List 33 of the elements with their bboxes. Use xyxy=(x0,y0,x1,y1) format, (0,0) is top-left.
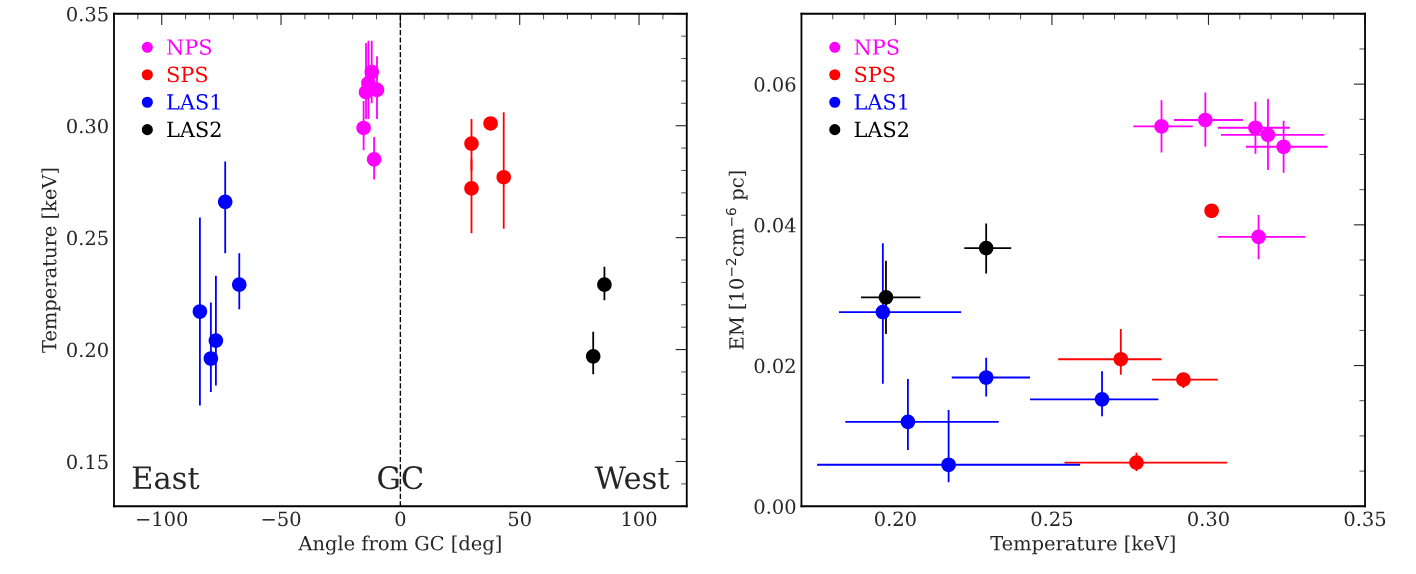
x-tick-label: −100 xyxy=(137,511,188,527)
x-axis-title: Temperature [keV] xyxy=(990,535,1175,555)
x-tick-label: −50 xyxy=(262,511,301,527)
legend-label: LAS1 xyxy=(167,94,220,110)
legend-label: NPS xyxy=(854,39,899,55)
x-tick-label: 0.35 xyxy=(1344,511,1386,527)
y-tick-label: 0.20 xyxy=(67,342,108,358)
y-tick-label: 0.15 xyxy=(67,454,108,470)
ref-line-label: GC xyxy=(378,466,423,490)
legend-label: LAS1 xyxy=(854,94,907,110)
x-tick-label: 0.25 xyxy=(1031,511,1073,527)
y-tick-label: 0.25 xyxy=(67,230,108,246)
annotation: West xyxy=(594,466,670,490)
y-axis-title: EM [10$^{−2}$cm$^{−6}$ pc] xyxy=(725,171,748,350)
annotation: East xyxy=(132,466,200,490)
y-tick-label: 0.02 xyxy=(754,358,795,374)
x-tick-label: 0.30 xyxy=(1188,511,1229,527)
y-tick-label: 0.30 xyxy=(67,118,108,134)
x-tick-label: 0.20 xyxy=(875,511,916,527)
legend-label: SPS xyxy=(167,66,208,83)
y-axis-title: Temperature [keV] xyxy=(41,168,61,353)
x-tick-label: 100 xyxy=(622,511,657,527)
x-tick-label: 0 xyxy=(395,511,406,527)
y-tick-label: 0.35 xyxy=(67,6,108,22)
y-tick-label: 0.06 xyxy=(754,77,796,92)
legend-label: LAS2 xyxy=(854,121,908,138)
legend-label: NPS xyxy=(167,39,212,55)
y-tick-label: 0.04 xyxy=(754,217,796,233)
x-axis-title: Angle from GC [deg] xyxy=(298,535,501,555)
x-tick-label: 50 xyxy=(508,511,531,527)
legend-label: SPS xyxy=(855,66,895,83)
legend-label: LAS2 xyxy=(167,121,221,138)
y-tick-label: 0.00 xyxy=(754,499,796,514)
